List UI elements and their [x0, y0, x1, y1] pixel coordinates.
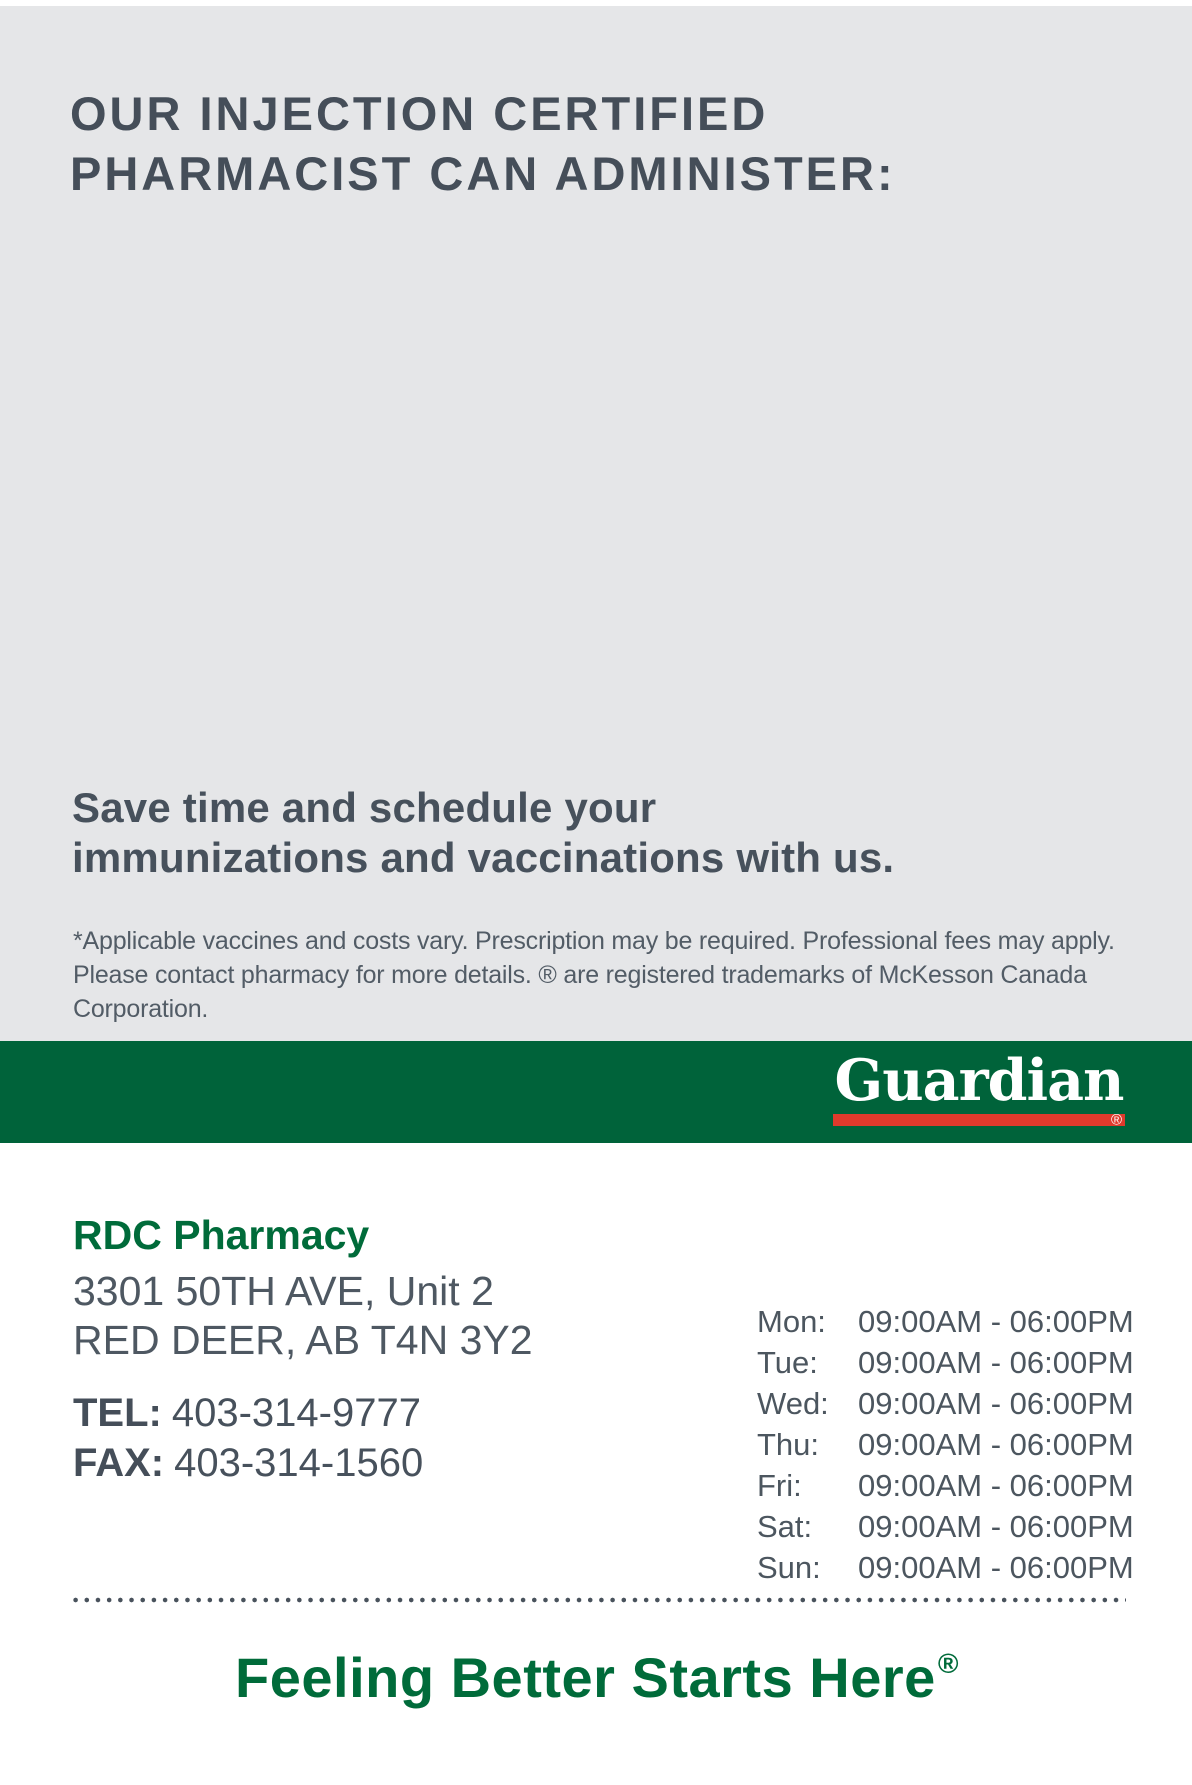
disclaimer-line-1: *Applicable vaccines and costs vary. Pre… [73, 927, 1115, 955]
dotted-divider [70, 1597, 1126, 1603]
registered-mark-icon: ® [1110, 1111, 1122, 1129]
day-label: Fri: [757, 1468, 802, 1503]
phone-numbers: TEL: 403-314-9777 FAX: 403-314-1560 [73, 1388, 423, 1488]
fax-row: FAX: 403-314-1560 [73, 1438, 423, 1488]
day-label: Sun: [757, 1550, 821, 1585]
guardian-logo-wordmark: Guardian [834, 1047, 1125, 1114]
tagline-line-1: Save time and schedule your [72, 784, 657, 831]
tel-number: 403-314-9777 [171, 1391, 421, 1435]
page-title-line-2: PHARMACIST CAN ADMINISTER: [70, 147, 896, 200]
disclaimer: *Applicable vaccines and costs vary. Pre… [73, 924, 1192, 1026]
time-value: 09:00AM - 06:00PM [858, 1345, 1134, 1380]
address-line-2: RED DEER, AB T4N 3Y2 [73, 1317, 533, 1363]
time-value: 09:00AM - 06:00PM [858, 1550, 1134, 1585]
time-value: 09:00AM - 06:00PM [858, 1386, 1134, 1421]
tagline-line-2: immunizations and vaccinations with us. [72, 834, 895, 881]
top-section: OUR INJECTION CERTIFIED PHARMACIST CAN A… [0, 6, 1192, 1043]
guardian-logo: Guardian ® [833, 1047, 1125, 1129]
slogan-text: Feeling Better Starts Here [235, 1646, 936, 1709]
pharmacy-name: RDC Pharmacy [73, 1212, 370, 1258]
fax-label: FAX: [73, 1441, 165, 1485]
tel-label: TEL: [73, 1391, 162, 1435]
day-label: Thu: [757, 1427, 820, 1462]
hours-row-sun: Sun: 09:00AM - 06:00PM [757, 1547, 1134, 1588]
page-title: OUR INJECTION CERTIFIED PHARMACIST CAN A… [70, 84, 896, 204]
address-line-1: 3301 50TH AVE, Unit 2 [73, 1268, 494, 1314]
time-value: 09:00AM - 06:00PM [858, 1509, 1134, 1544]
day-label: Sat: [757, 1509, 813, 1544]
disclaimer-line-2: Please contact pharmacy for more details… [73, 961, 1087, 1023]
day-label: Wed: [757, 1386, 829, 1421]
hours-row-tue: Tue: 09:00AM - 06:00PM [757, 1342, 1134, 1383]
hours-row-fri: Fri: 09:00AM - 06:00PM [757, 1465, 1134, 1506]
guardian-logo-underline: ® [833, 1111, 1125, 1129]
tel-row: TEL: 403-314-9777 [73, 1388, 423, 1438]
hours-row-sat: Sat: 09:00AM - 06:00PM [757, 1506, 1134, 1547]
hours-row-mon: Mon: 09:00AM - 06:00PM [757, 1301, 1134, 1342]
time-value: 09:00AM - 06:00PM [858, 1427, 1134, 1462]
tagline: Save time and schedule your immunization… [72, 783, 894, 883]
store-hours-table: Mon: 09:00AM - 06:00PM Tue: 09:00AM - 06… [757, 1301, 1134, 1588]
page-title-line-1: OUR INJECTION CERTIFIED [70, 87, 769, 140]
pharmacy-address: 3301 50TH AVE, Unit 2 RED DEER, AB T4N 3… [73, 1267, 533, 1365]
time-value: 09:00AM - 06:00PM [858, 1304, 1134, 1339]
slogan-registered-mark: ® [937, 1648, 959, 1680]
slogan: Feeling Better Starts Here® [0, 1645, 1192, 1710]
time-value: 09:00AM - 06:00PM [858, 1468, 1134, 1503]
day-label: Tue: [757, 1345, 818, 1380]
hours-row-wed: Wed: 09:00AM - 06:00PM [757, 1383, 1134, 1424]
hours-row-thu: Thu: 09:00AM - 06:00PM [757, 1424, 1134, 1465]
day-label: Mon: [757, 1304, 826, 1339]
fax-number: 403-314-1560 [174, 1441, 424, 1485]
brand-band: Guardian ® [0, 1041, 1192, 1143]
